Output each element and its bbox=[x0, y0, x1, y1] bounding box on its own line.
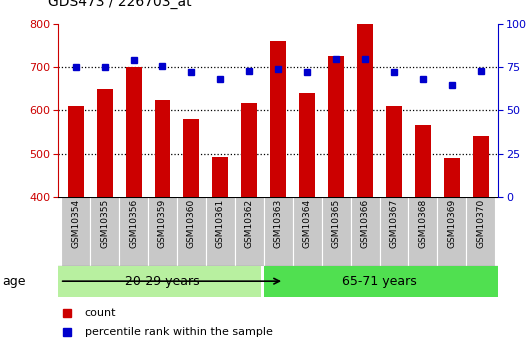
Bar bbox=[213, 157, 228, 197]
Text: count: count bbox=[85, 308, 116, 318]
Text: 20-29 years: 20-29 years bbox=[125, 275, 200, 288]
Text: GSM10354: GSM10354 bbox=[71, 199, 80, 248]
Bar bbox=[177, 197, 206, 266]
Bar bbox=[183, 119, 199, 197]
Text: GSM10359: GSM10359 bbox=[158, 199, 167, 248]
Bar bbox=[299, 93, 315, 197]
Bar bbox=[437, 197, 466, 266]
Text: percentile rank within the sample: percentile rank within the sample bbox=[85, 327, 272, 337]
Text: GSM10361: GSM10361 bbox=[216, 199, 225, 248]
Bar bbox=[96, 89, 112, 197]
Text: 65-71 years: 65-71 years bbox=[342, 275, 417, 288]
Bar bbox=[264, 197, 293, 266]
Bar bbox=[235, 197, 264, 266]
Bar bbox=[264, 266, 498, 297]
Text: GSM10366: GSM10366 bbox=[360, 199, 369, 248]
Text: GSM10356: GSM10356 bbox=[129, 199, 138, 248]
Bar bbox=[409, 197, 437, 266]
Bar bbox=[379, 197, 409, 266]
Text: age: age bbox=[3, 275, 26, 288]
Bar bbox=[328, 57, 344, 197]
Bar bbox=[386, 106, 402, 197]
Text: GDS473 / 226703_at: GDS473 / 226703_at bbox=[48, 0, 191, 9]
Bar bbox=[68, 106, 84, 197]
Text: GSM10370: GSM10370 bbox=[476, 199, 485, 248]
Text: GSM10362: GSM10362 bbox=[245, 199, 254, 248]
Bar bbox=[155, 100, 171, 197]
Bar bbox=[119, 197, 148, 266]
Bar bbox=[206, 197, 235, 266]
Text: GSM10367: GSM10367 bbox=[390, 199, 399, 248]
Bar bbox=[473, 136, 489, 197]
Text: GSM10355: GSM10355 bbox=[100, 199, 109, 248]
Bar bbox=[126, 67, 142, 197]
Text: GSM10365: GSM10365 bbox=[332, 199, 341, 248]
Bar bbox=[322, 197, 351, 266]
Bar bbox=[357, 24, 373, 197]
Bar bbox=[61, 197, 90, 266]
Bar bbox=[270, 41, 286, 197]
Text: GSM10360: GSM10360 bbox=[187, 199, 196, 248]
Bar bbox=[90, 197, 119, 266]
Bar bbox=[415, 125, 431, 197]
Text: GSM10364: GSM10364 bbox=[303, 199, 312, 248]
Bar bbox=[241, 103, 257, 197]
Text: GSM10368: GSM10368 bbox=[419, 199, 428, 248]
Text: GSM10369: GSM10369 bbox=[447, 199, 456, 248]
Bar bbox=[466, 197, 496, 266]
Bar bbox=[351, 197, 379, 266]
Bar bbox=[293, 197, 322, 266]
Text: GSM10363: GSM10363 bbox=[274, 199, 282, 248]
Bar bbox=[148, 197, 177, 266]
Bar bbox=[444, 158, 460, 197]
Bar bbox=[58, 266, 261, 297]
